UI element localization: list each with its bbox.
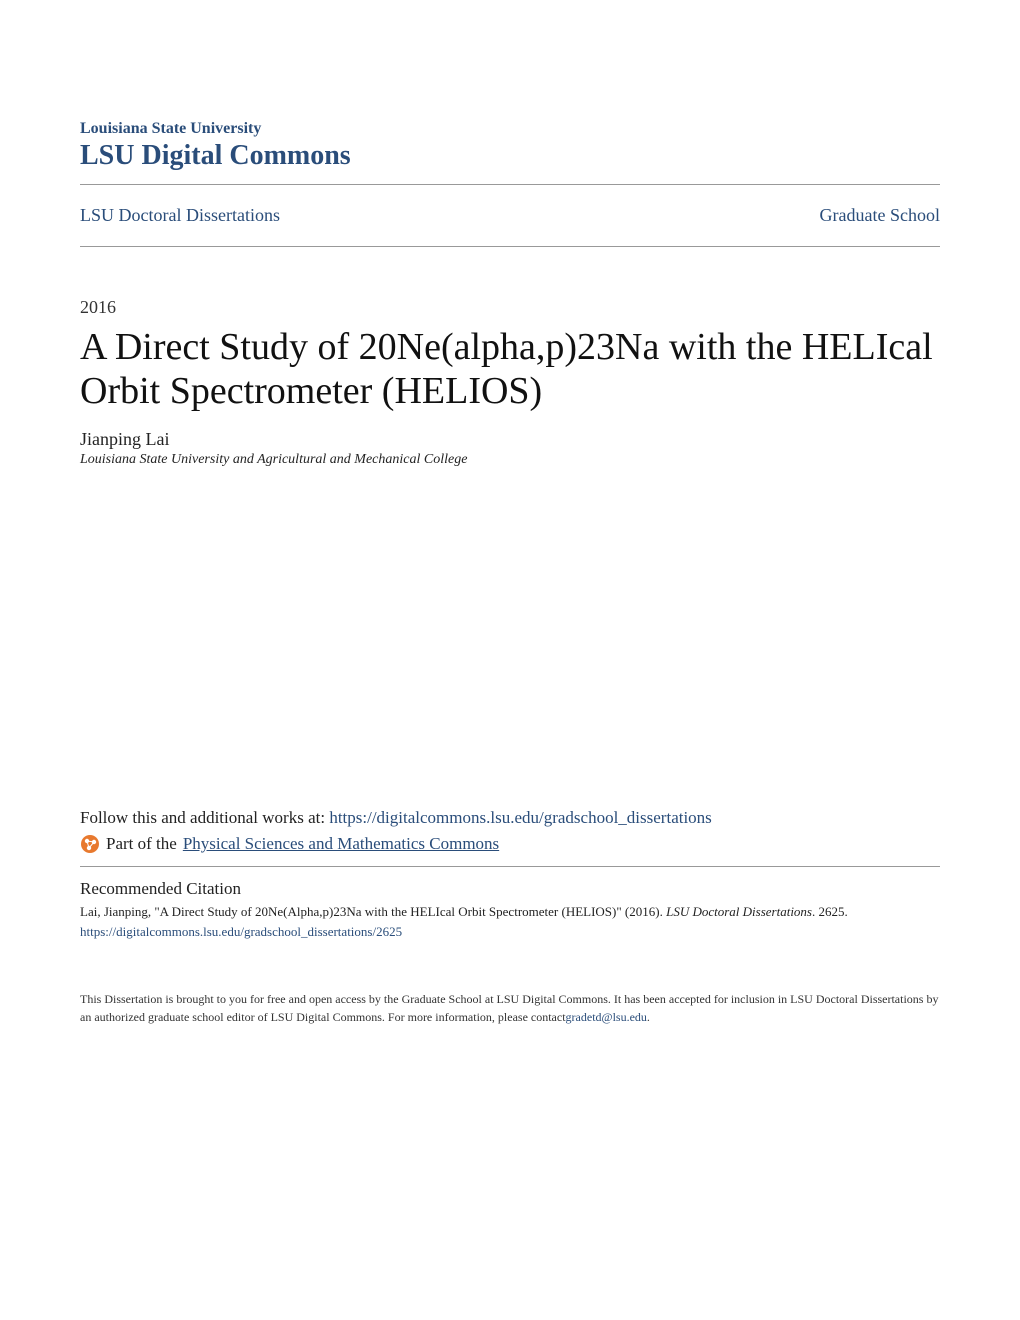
- publication-year: 2016: [80, 297, 940, 318]
- partof-link[interactable]: Physical Sciences and Mathematics Common…: [183, 834, 499, 854]
- institution-name: Louisiana State University: [80, 120, 940, 138]
- citation-italic: LSU Doctoral Dissertations: [666, 904, 812, 919]
- footer-email-link[interactable]: gradetd@lsu.edu: [566, 1010, 647, 1024]
- follow-prefix: Follow this and additional works at:: [80, 808, 329, 827]
- footer-disclaimer: This Dissertation is brought to you for …: [80, 990, 940, 1026]
- citation-part2: . 2625.: [812, 904, 848, 919]
- spacer: [80, 468, 940, 808]
- divider-citation: [80, 866, 940, 867]
- page-header: Louisiana State University LSU Digital C…: [80, 120, 940, 172]
- footer-text-main: This Dissertation is brought to you for …: [80, 992, 938, 1024]
- breadcrumb-nav: LSU Doctoral Dissertations Graduate Scho…: [80, 193, 940, 238]
- follow-works-line: Follow this and additional works at: htt…: [80, 808, 940, 828]
- paper-title: A Direct Study of 20Ne(alpha,p)23Na with…: [80, 326, 940, 413]
- citation-heading: Recommended Citation: [80, 879, 940, 899]
- citation-text: Lai, Jianping, "A Direct Study of 20Ne(A…: [80, 903, 940, 921]
- follow-link[interactable]: https://digitalcommons.lsu.edu/gradschoo…: [329, 808, 711, 827]
- divider-nav: [80, 246, 940, 247]
- footer-text-end: .: [647, 1010, 650, 1024]
- digital-commons-title[interactable]: LSU Digital Commons: [80, 140, 940, 172]
- author-name: Jianping Lai: [80, 429, 940, 450]
- divider-top: [80, 184, 940, 185]
- citation-part1: Lai, Jianping, "A Direct Study of 20Ne(A…: [80, 904, 666, 919]
- network-icon: [80, 834, 100, 854]
- citation-link[interactable]: https://digitalcommons.lsu.edu/gradschoo…: [80, 924, 940, 940]
- partof-prefix: Part of the: [106, 834, 177, 854]
- nav-link-dissertations[interactable]: LSU Doctoral Dissertations: [80, 205, 280, 226]
- nav-link-graduate-school[interactable]: Graduate School: [820, 205, 940, 226]
- part-of-line: Part of the Physical Sciences and Mathem…: [80, 834, 940, 854]
- author-affiliation: Louisiana State University and Agricultu…: [80, 452, 940, 468]
